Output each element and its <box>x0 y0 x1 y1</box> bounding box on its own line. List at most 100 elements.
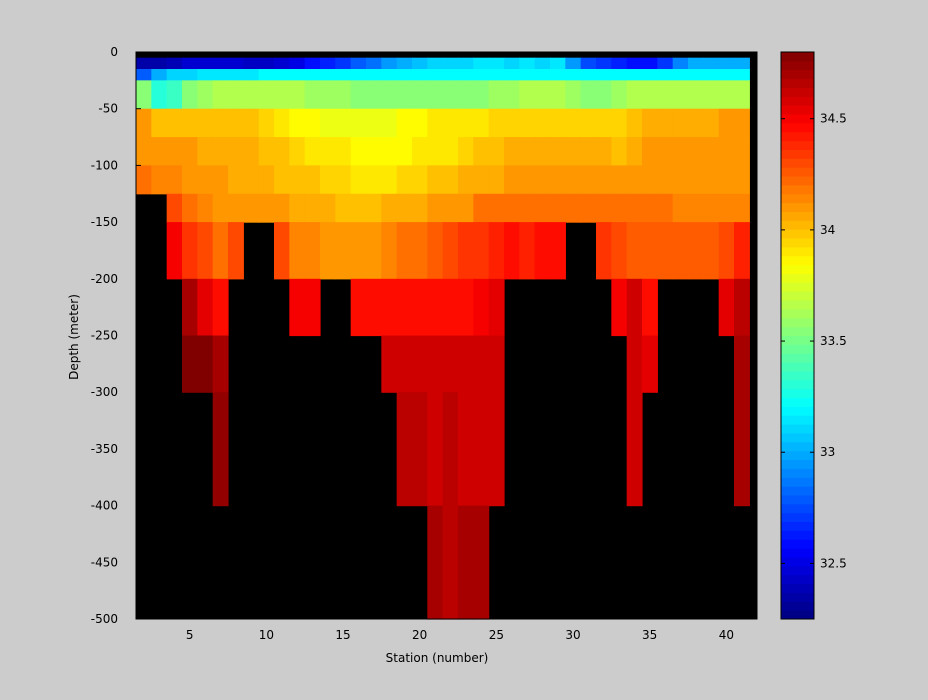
heatmap-cell <box>504 57 520 70</box>
heatmap-cell <box>672 137 689 166</box>
heatmap-cell <box>550 165 566 195</box>
heatmap-cell <box>182 165 198 195</box>
heatmap-cell <box>734 108 750 138</box>
heatmap-cell <box>611 137 628 166</box>
colorbar-step <box>781 149 814 159</box>
heatmap-cell <box>534 108 551 138</box>
heatmap-cell <box>504 165 520 195</box>
heatmap-cell <box>734 80 750 110</box>
heatmap-cell <box>289 193 306 223</box>
heatmap-cell <box>626 335 643 393</box>
colorbar-tick-label: 33.5 <box>820 334 847 348</box>
colorbar-step <box>781 424 814 434</box>
heatmap-cell <box>473 69 490 81</box>
heatmap-cell <box>611 278 628 337</box>
heatmap-cell <box>580 165 597 195</box>
heatmap-cell <box>703 137 720 166</box>
heatmap-cell <box>626 137 643 166</box>
heatmap-cell <box>350 57 367 70</box>
heatmap-cell <box>274 69 290 81</box>
heatmap-cell <box>580 193 597 223</box>
colorbar-step <box>781 468 814 478</box>
heatmap-cell <box>304 137 321 166</box>
heatmap-cell <box>458 57 474 70</box>
heatmap-cell <box>458 505 474 620</box>
heatmap-cell <box>718 193 735 223</box>
heatmap-cell <box>366 80 382 110</box>
heatmap-cell <box>473 222 490 280</box>
heatmap-cell <box>427 165 444 195</box>
heatmap-cell <box>366 108 382 138</box>
heatmap-cell <box>488 278 505 337</box>
y-tick-label: -500 <box>91 612 118 626</box>
y-tick-label: -250 <box>91 329 118 343</box>
heatmap-cell <box>519 69 536 81</box>
heatmap-cell <box>672 80 689 110</box>
colorbar-step <box>781 158 814 168</box>
heatmap-cell <box>688 165 704 195</box>
heatmap-cell <box>228 80 244 110</box>
heatmap-cell <box>642 278 658 337</box>
heatmap-cell <box>335 57 352 70</box>
heatmap-cell <box>734 278 750 337</box>
heatmap-cell <box>473 165 490 195</box>
heatmap-cell <box>335 137 352 166</box>
heatmap-cell <box>335 222 352 280</box>
heatmap-cell <box>212 165 229 195</box>
heatmap-cell <box>580 57 597 70</box>
heatmap-cell <box>611 108 628 138</box>
heatmap-cell <box>734 165 750 195</box>
heatmap-cell <box>473 108 490 138</box>
heatmap-cell <box>488 80 505 110</box>
heatmap-cell <box>519 165 536 195</box>
heatmap-cell <box>504 137 520 166</box>
colorbar-step <box>781 539 814 549</box>
y-tick-label: -200 <box>91 272 118 286</box>
heatmap-cell <box>335 69 352 81</box>
heatmap-cell <box>274 193 290 223</box>
heatmap-cell <box>550 69 566 81</box>
heatmap-cell <box>304 57 321 70</box>
heatmap-cell <box>427 137 444 166</box>
colorbar-step <box>781 211 814 221</box>
y-tick-label: -150 <box>91 215 118 229</box>
colorbar-step <box>781 308 814 319</box>
heatmap-cell <box>473 57 490 70</box>
heatmap-cell <box>320 165 336 195</box>
colorbar-step <box>781 335 814 345</box>
heatmap-cell <box>703 193 720 223</box>
heatmap-cell <box>274 165 290 195</box>
heatmap-cell <box>243 165 260 195</box>
colorbar-step <box>781 193 814 204</box>
heatmap-cell <box>258 108 275 138</box>
heatmap-cell <box>197 80 214 110</box>
heatmap-cell <box>182 278 198 337</box>
heatmap-cell <box>212 108 229 138</box>
heatmap-cell <box>626 69 643 81</box>
heatmap-cell <box>734 222 750 280</box>
heatmap-cell <box>534 80 551 110</box>
colorbar-step <box>781 592 814 602</box>
heatmap-cell <box>565 69 582 81</box>
heatmap-cell <box>672 193 689 223</box>
heatmap-cell <box>228 165 244 195</box>
heatmap-cell <box>381 137 398 166</box>
heatmap-cell <box>396 222 413 280</box>
heatmap-cell <box>197 69 214 81</box>
heatmap-cell <box>688 222 704 280</box>
heatmap-cell <box>289 278 306 337</box>
heatmap-cell <box>580 108 597 138</box>
heatmap-cell <box>274 137 290 166</box>
colorbar-step <box>781 379 814 390</box>
heatmap-cell <box>166 165 183 195</box>
heatmap-cell <box>427 505 444 620</box>
colorbar-step <box>781 362 814 372</box>
heatmap-cell <box>243 80 260 110</box>
heatmap-cell <box>381 57 398 70</box>
heatmap-cell <box>258 69 275 81</box>
heatmap-cell <box>442 80 459 110</box>
heatmap-cell <box>396 137 413 166</box>
x-tick-label: 35 <box>642 628 657 642</box>
x-tick-label: 5 <box>186 628 194 642</box>
